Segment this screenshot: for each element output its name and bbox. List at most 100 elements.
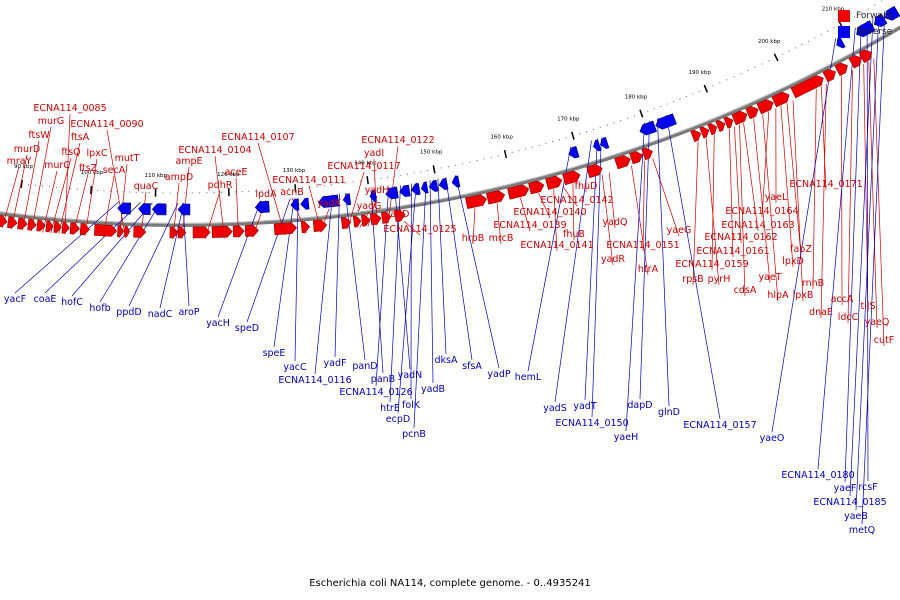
leader-line <box>387 145 399 224</box>
gene-label: yaeO <box>760 433 785 444</box>
leader-line <box>314 194 333 375</box>
gene-label: ftsW <box>28 130 50 141</box>
tick-mark <box>571 131 575 140</box>
forward-gene <box>7 216 18 229</box>
forward-gene <box>69 222 80 235</box>
leader-line <box>347 171 365 230</box>
leader-line <box>866 20 869 482</box>
legend-label-forward: Forward <box>856 11 893 21</box>
gene-label: fhuD <box>575 181 598 192</box>
gene-label: ECNA114_0171 <box>789 179 862 190</box>
minor-tick <box>129 191 131 193</box>
gene-label: hlpA <box>767 290 789 301</box>
leader-line <box>753 118 771 284</box>
minor-tick <box>538 144 540 146</box>
minor-tick <box>620 120 622 122</box>
gene-label: ftsQ <box>61 147 80 158</box>
minor-tick <box>55 186 57 189</box>
forward-gene <box>393 209 406 222</box>
gene-label: folK <box>402 400 421 411</box>
gene-label: hrpB <box>462 233 484 244</box>
minor-tick <box>511 151 513 153</box>
gene-label: yaeG <box>667 225 692 236</box>
leader-line <box>873 58 885 347</box>
forward-gene <box>790 75 824 99</box>
leader-line <box>642 161 645 252</box>
gene-label: yadN <box>398 370 423 381</box>
minor-tick <box>545 142 547 145</box>
minor-tick <box>301 186 304 189</box>
gene-label: yadB <box>421 384 445 395</box>
gene-label: dnaE <box>809 307 833 318</box>
gene-label: ftsA <box>71 132 90 143</box>
label-leader-lines <box>1 10 886 525</box>
leader-line <box>445 177 473 361</box>
minor-tick <box>103 190 105 192</box>
minor-tick <box>352 181 354 183</box>
forward-gene <box>641 147 653 161</box>
gene-label: speE <box>263 348 286 359</box>
gene-label: ECNA114_0126 <box>339 387 412 398</box>
gene-label: yadD <box>385 209 410 220</box>
leader-line <box>554 140 592 403</box>
forward-gene <box>273 222 298 236</box>
leader-line <box>734 126 742 244</box>
gene-label: speD <box>235 323 259 334</box>
minor-tick <box>740 73 742 75</box>
leader-line <box>257 142 286 236</box>
minor-tick <box>34 184 37 187</box>
gene-label: ftsZ <box>79 163 98 174</box>
gene-label: rcsF <box>858 482 877 493</box>
forward-gene <box>771 91 790 108</box>
tick-label: 110 kbp <box>145 173 168 179</box>
reverse-gene <box>873 13 888 28</box>
minor-tick <box>490 156 492 159</box>
leader-line <box>711 134 715 271</box>
gene-label: ECNA114_0159 <box>675 259 748 270</box>
forward-gene <box>715 119 726 132</box>
reverse-gene <box>318 194 340 208</box>
minor-tick <box>685 95 688 98</box>
tick-label: 120 kbp <box>217 172 240 178</box>
leader-line <box>855 14 880 511</box>
gene-label: htrE <box>380 403 400 414</box>
tick-label: 160 kbp <box>490 134 513 140</box>
minor-tick <box>248 190 250 192</box>
leader-line <box>817 27 856 470</box>
reverse-gene <box>639 120 657 136</box>
minor-tick <box>142 191 144 194</box>
gene-label: yadF <box>324 358 347 369</box>
tick-label: 100 kbp <box>81 170 104 176</box>
leader-line <box>42 170 58 233</box>
gene-label: ampD <box>165 172 193 183</box>
gene-label: fabZ <box>790 244 812 255</box>
gene-label: yadG <box>357 201 382 212</box>
gene-label: ECNA114_0180 <box>781 470 854 481</box>
minor-tick <box>268 189 270 191</box>
minor-tick <box>599 126 601 128</box>
gene-label: nadC <box>148 309 173 320</box>
tick-mark <box>294 184 297 193</box>
minor-tick <box>48 186 51 188</box>
leader-line <box>739 124 746 297</box>
gene-label: ECNA114_0122 <box>361 135 434 146</box>
minor-tick <box>462 163 464 165</box>
gene-label: murC <box>44 160 70 171</box>
gene-label: murD <box>14 144 41 155</box>
minor-tick <box>807 40 810 42</box>
minor-tick <box>220 191 223 193</box>
minor-tick <box>288 188 290 190</box>
minor-tick <box>672 100 675 103</box>
minor-tick <box>400 174 402 176</box>
gene-label: ampE <box>175 156 202 167</box>
minor-tick <box>853 16 855 18</box>
leader-line <box>562 186 578 207</box>
leader-line <box>608 172 616 229</box>
tick-label: 200 kbp <box>758 39 781 45</box>
tick-mark <box>432 165 436 174</box>
leader-line <box>572 183 575 241</box>
minor-tick <box>76 188 78 190</box>
leader-line <box>389 185 401 403</box>
minor-tick <box>426 169 429 172</box>
